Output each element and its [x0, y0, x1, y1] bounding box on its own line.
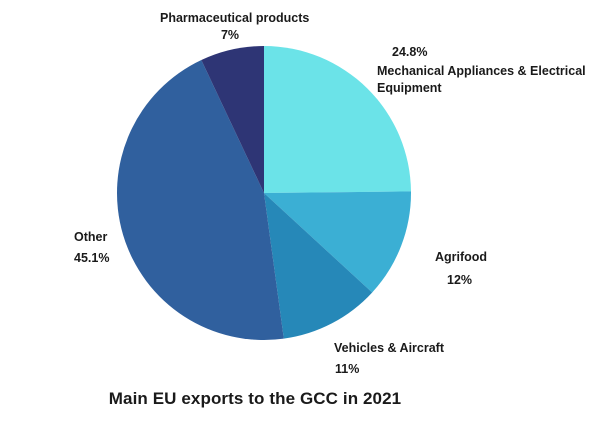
slice-label-name: Other — [74, 230, 108, 244]
chart-title: Main EU exports to the GCC in 2021 — [108, 389, 402, 408]
pie-slice-group — [116, 46, 411, 341]
slice-label-value: 11% — [335, 362, 360, 376]
slice-label-value: 12% — [447, 273, 473, 287]
pie-slice[interactable] — [116, 60, 284, 341]
pie-slice[interactable] — [264, 193, 373, 339]
slice-label-name-line1: Mechanical Appliances & Electrical — [377, 64, 586, 78]
slice-label-value: 7% — [220, 28, 240, 42]
pie-slice[interactable] — [264, 46, 411, 193]
slice-label-name-line2: Equipment — [377, 81, 442, 95]
slice-label-value: 24.8% — [392, 45, 428, 59]
slice-label-other: Other 45.1% — [74, 229, 184, 267]
slice-label-agrifood: Agrifood 12% — [435, 249, 555, 289]
pie-slice[interactable] — [264, 191, 411, 293]
pie-slice[interactable] — [201, 46, 264, 193]
slice-label-mechanical-appliances-electrical-equipment: 24.8% Mechanical Appliances & Electrical… — [377, 44, 592, 97]
slice-label-value: 45.1% — [74, 251, 110, 265]
slice-label-pharmaceutical-products: Pharmaceutical products 7% — [160, 10, 310, 44]
slice-label-name: Pharmaceutical products — [160, 11, 310, 25]
slice-label-name: Agrifood — [435, 250, 488, 264]
slice-label-vehicles-aircraft: Vehicles & Aircraft 11% — [334, 340, 474, 378]
slice-label-name: Vehicles & Aircraft — [334, 341, 445, 355]
